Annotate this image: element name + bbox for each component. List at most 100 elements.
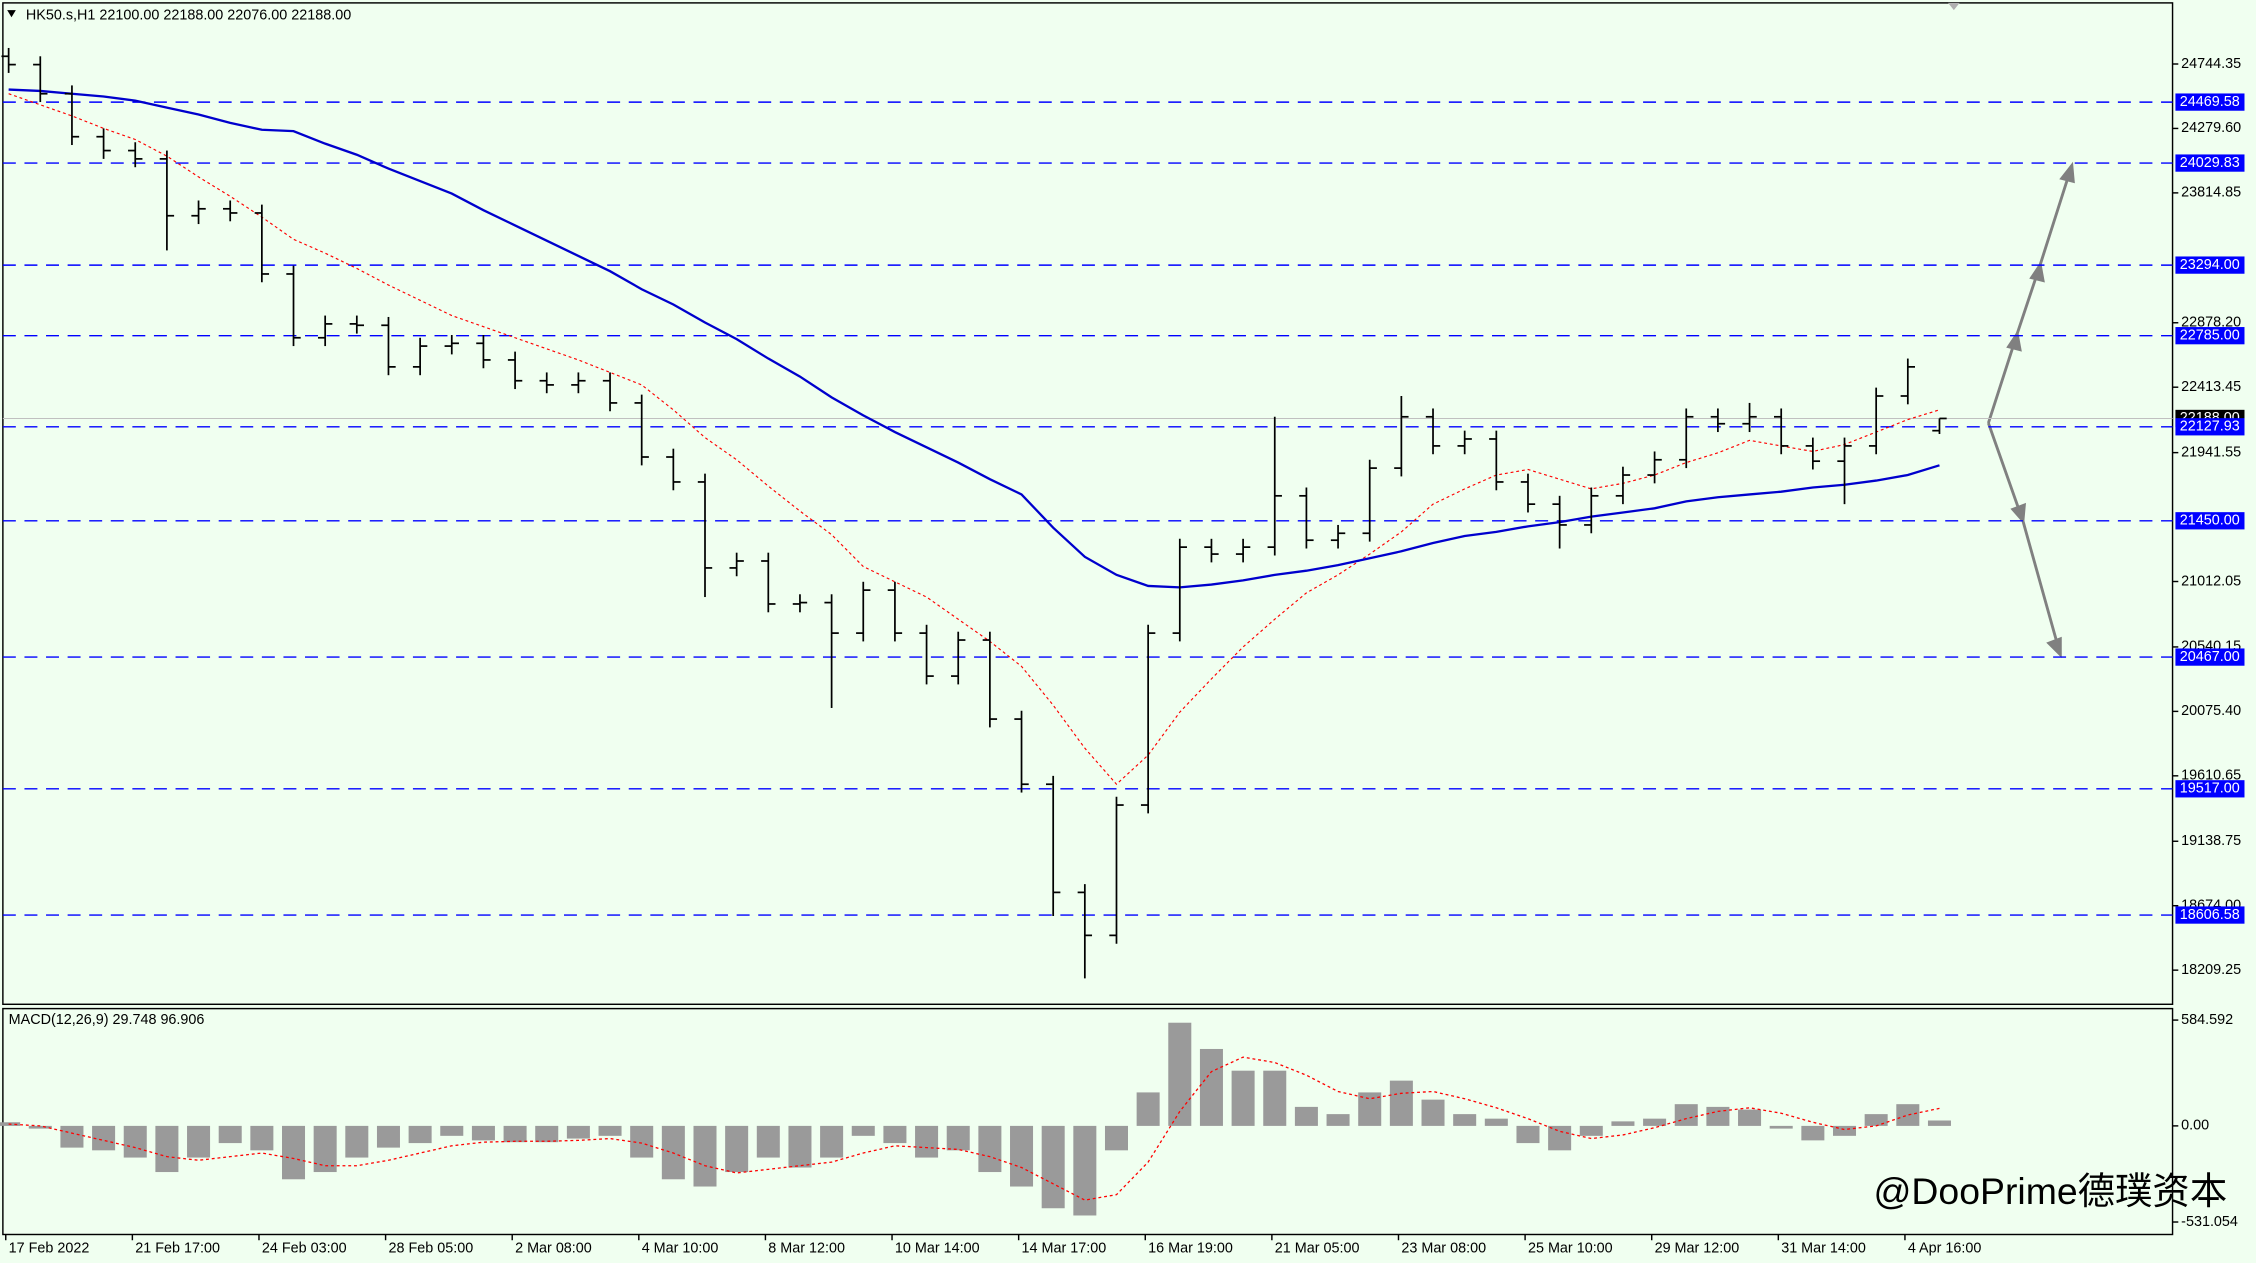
macd-bar <box>1389 1080 1413 1126</box>
level-label: 20467.00 <box>2180 649 2240 665</box>
indicator-panel <box>2 1007 2174 1236</box>
macd-bar <box>1041 1125 1065 1209</box>
macd-bar <box>1104 1125 1128 1151</box>
macd-bar <box>630 1125 654 1158</box>
macd-bar <box>1896 1104 1920 1126</box>
level-label: 22785.00 <box>2180 327 2240 343</box>
x-tick-label: 4 Mar 10:00 <box>642 1241 719 1257</box>
y-tick-label: 21941.55 <box>2181 444 2241 460</box>
level-box <box>2175 512 2245 530</box>
macd-bar <box>1168 1022 1192 1126</box>
macd-bar <box>282 1125 306 1180</box>
macd-bar <box>440 1125 464 1136</box>
level-box <box>2175 906 2245 924</box>
up-arrow <box>1987 165 2074 424</box>
level-box <box>2175 256 2245 274</box>
y-tick-label: 24279.60 <box>2181 120 2241 136</box>
x-tick-label: 4 Apr 16:00 <box>1908 1241 1982 1257</box>
macd-bar <box>218 1125 242 1144</box>
x-tick-label: 21 Feb 17:00 <box>135 1241 220 1257</box>
macd-bar <box>1833 1125 1857 1136</box>
macd-bar <box>788 1125 812 1168</box>
level-box <box>2175 648 2245 666</box>
macd-bar <box>1421 1099 1445 1126</box>
level-label: 24469.58 <box>2180 94 2240 110</box>
x-tick-label: 21 Mar 05:00 <box>1275 1241 1360 1257</box>
chart-title: HK50.s,H1 22100.00 22188.00 22076.00 221… <box>26 8 351 24</box>
level-box <box>2175 780 2245 798</box>
watermark: @DooPrime德璞资本 <box>1873 1170 2227 1212</box>
level-label: 22127.93 <box>2180 419 2240 435</box>
macd-bar <box>1611 1121 1635 1126</box>
indicator-title: MACD(12,26,9) 29.748 96.906 <box>9 1012 205 1028</box>
moving-average <box>8 93 1940 786</box>
arrow-head <box>2010 502 2026 525</box>
moving-average <box>8 88 1940 589</box>
y-tick-label: 23814.85 <box>2181 185 2241 201</box>
macd-bar <box>1010 1125 1034 1187</box>
y-tick-label: 22413.45 <box>2181 379 2241 395</box>
macd-bar <box>187 1125 211 1158</box>
macd-bar <box>1073 1125 1097 1216</box>
macd-bar <box>820 1125 844 1158</box>
macd-bar <box>1706 1106 1730 1126</box>
level-box <box>2175 154 2245 172</box>
macd-bar <box>756 1125 780 1158</box>
macd-bar <box>155 1125 179 1173</box>
y-tick-label: 19138.75 <box>2181 833 2241 849</box>
y2-tick-label: 584.592 <box>2181 1012 2233 1028</box>
macd-bar <box>1927 1120 1951 1126</box>
macd-bar <box>471 1125 495 1141</box>
macd-bar <box>598 1125 622 1136</box>
macd-bar <box>1801 1125 1825 1141</box>
menu-triangle[interactable] <box>7 10 16 18</box>
macd-bar <box>883 1125 907 1144</box>
macd-bar <box>1231 1070 1255 1126</box>
macd-bar <box>60 1125 84 1148</box>
macd-bar <box>725 1125 749 1173</box>
x-tick-label: 16 Mar 19:00 <box>1148 1241 1233 1257</box>
macd-bar <box>566 1125 590 1139</box>
y-tick-label: 20075.40 <box>2181 703 2241 719</box>
macd-bar <box>1579 1125 1603 1136</box>
macd-bar <box>693 1125 717 1187</box>
macd-bar <box>1136 1092 1160 1126</box>
macd-bar <box>1769 1125 1793 1129</box>
level-box <box>2175 327 2245 345</box>
y-tick-label: 22878.20 <box>2181 315 2241 331</box>
macd-bar <box>978 1125 1002 1173</box>
macd-bar <box>1358 1092 1382 1126</box>
macd-bar <box>1326 1114 1350 1126</box>
macd-bar <box>1453 1114 1477 1126</box>
signal-line <box>8 1056 1940 1201</box>
arrow-head <box>2046 636 2062 659</box>
macd-bar <box>313 1125 337 1173</box>
shift-marker <box>1948 2 1960 11</box>
macd-bar <box>1864 1114 1888 1126</box>
x-tick-label: 25 Mar 10:00 <box>1528 1241 1613 1257</box>
level-label: 18606.58 <box>2180 907 2240 923</box>
level-box <box>2175 93 2245 111</box>
macd-bar <box>915 1125 939 1158</box>
y2-tick-label: -531.054 <box>2181 1214 2238 1230</box>
macd-bar <box>1516 1125 1540 1144</box>
x-tick-label: 2 Mar 08:00 <box>515 1241 592 1257</box>
x-tick-label: 10 Mar 14:00 <box>895 1241 980 1257</box>
level-label: 19517.00 <box>2180 781 2240 797</box>
x-tick-label: 23 Mar 08:00 <box>1401 1241 1486 1257</box>
macd-bar <box>1263 1070 1287 1126</box>
arrow-head <box>2029 260 2045 283</box>
macd-bar <box>250 1125 274 1151</box>
macd-bar <box>1548 1125 1572 1151</box>
macd-bar <box>1643 1118 1667 1126</box>
level-label: 21450.00 <box>2180 513 2240 529</box>
y-tick-label: 24744.35 <box>2181 56 2241 72</box>
macd-bar <box>946 1125 970 1151</box>
x-tick-label: 14 Mar 17:00 <box>1022 1241 1107 1257</box>
macd-bar <box>1738 1109 1762 1126</box>
arrow-head <box>2006 330 2022 352</box>
macd-bar <box>535 1125 559 1143</box>
macd-bar <box>1674 1104 1698 1126</box>
